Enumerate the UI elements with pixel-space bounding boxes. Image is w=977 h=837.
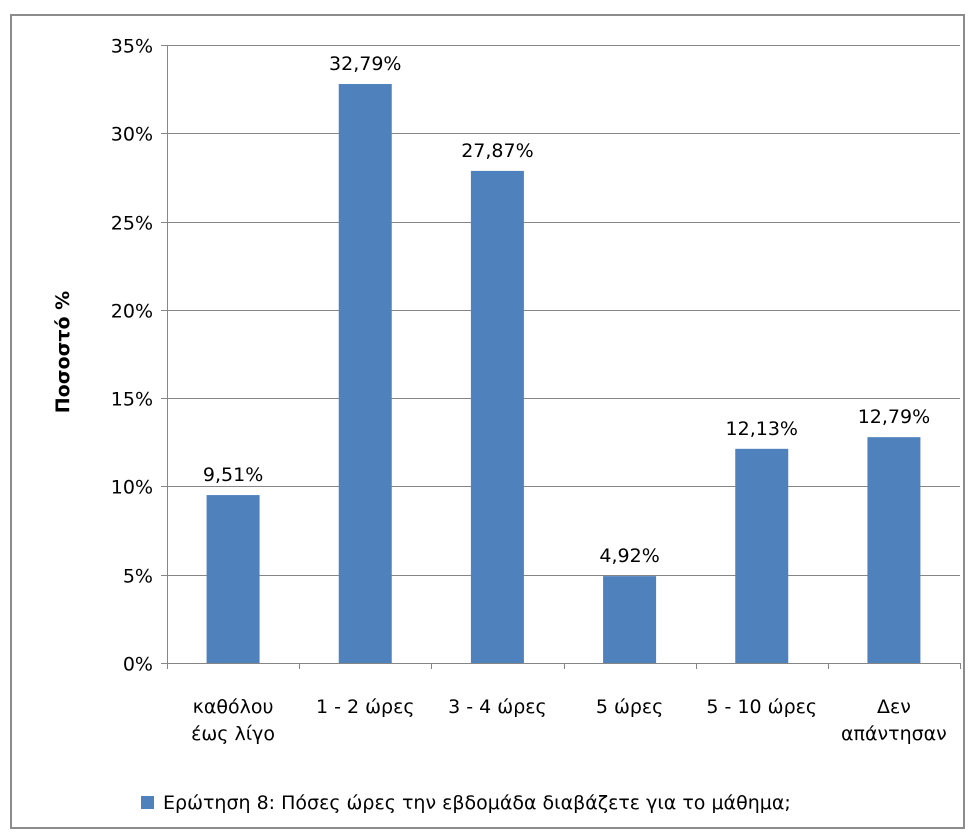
y-tick-label: 0% [123,654,153,676]
bar [603,576,657,663]
axes [167,45,961,669]
gridlines [161,45,960,664]
legend-label: Ερώτηση 8: Πόσες ώρες την εβδομάδα διαβά… [163,792,791,814]
data-label: 32,79% [329,53,401,75]
data-labels: 9,51% 32,79% 27,87% 4,92% 12,13% 12,79% [203,53,930,567]
data-label: 12,13% [726,418,798,440]
bar [867,437,921,663]
data-label: 12,79% [858,406,930,428]
y-tick-label: 35% [111,36,153,58]
legend-swatch [141,796,154,809]
bar [206,495,260,663]
bar [735,448,789,663]
y-tick-label: 10% [111,477,153,499]
y-tick-label: 30% [111,124,153,146]
y-tick-label: 5% [123,566,153,588]
x-tick-label: 5 - 10 ώρες [706,696,817,718]
x-tick-label: έως λίγο [191,723,275,745]
legend: Ερώτηση 8: Πόσες ώρες την εβδομάδα διαβά… [141,792,791,814]
category-labels: καθόλου έως λίγο 1 - 2 ώρες 3 - 4 ώρες 5 ώρε… [191,696,947,745]
x-tick-label: καθόλου [193,696,274,718]
data-label: 27,87% [461,140,533,162]
x-tick-label: 1 - 2 ώρες [316,696,415,718]
y-tick-label: 20% [111,301,153,323]
data-label: 9,51% [203,464,263,486]
x-tick-label: 5 ώρες [596,696,664,718]
x-tick-label: Δεν [877,696,911,718]
y-axis-title: Ποσοστό % [52,291,74,413]
y-tick-labels: 0% 5% 10% 15% 20% 25% 30% 35% [111,36,153,676]
bar [470,170,524,663]
x-tick-label: απάντησαν [841,723,947,745]
bar [338,84,392,664]
x-tick-label: 3 - 4 ώρες [448,696,547,718]
data-label: 4,92% [599,545,659,567]
bars [206,84,921,664]
y-tick-label: 25% [111,213,153,235]
y-tick-label: 15% [111,389,153,411]
